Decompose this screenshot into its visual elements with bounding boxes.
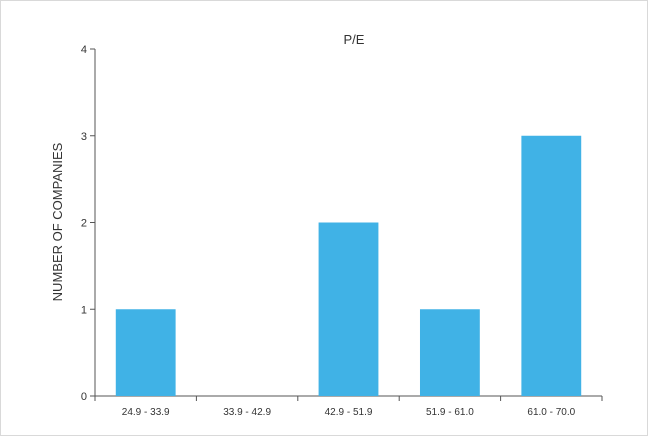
y-tick-label: 0 (81, 391, 87, 403)
x-tick-label: 51.9 - 61.0 (426, 407, 474, 418)
x-tick-label: 24.9 - 33.9 (122, 407, 170, 418)
y-tick-label: 1 (81, 304, 87, 316)
bar (521, 135, 582, 396)
bar (318, 222, 379, 396)
x-tick-label: 33.9 - 42.9 (223, 407, 271, 418)
bar (419, 309, 480, 396)
y-axis-ticks: 0 1 2 3 4 (81, 44, 95, 403)
y-axis-label: NUMBER OF COMPANIES (50, 142, 65, 301)
y-tick-label: 2 (81, 218, 87, 230)
x-tick-label: 61.0 - 70.0 (527, 407, 575, 418)
x-axis-ticks: 24.9 - 33.9 33.9 - 42.9 42.9 - 51.9 51.9 - … (94, 396, 603, 418)
x-tick-label: 42.9 - 51.9 (325, 407, 373, 418)
chart-title: P/E (344, 32, 365, 47)
bar (115, 309, 176, 396)
bars-group (115, 135, 582, 396)
y-tick-label: 4 (81, 44, 87, 56)
y-tick-label: 3 (81, 131, 87, 143)
